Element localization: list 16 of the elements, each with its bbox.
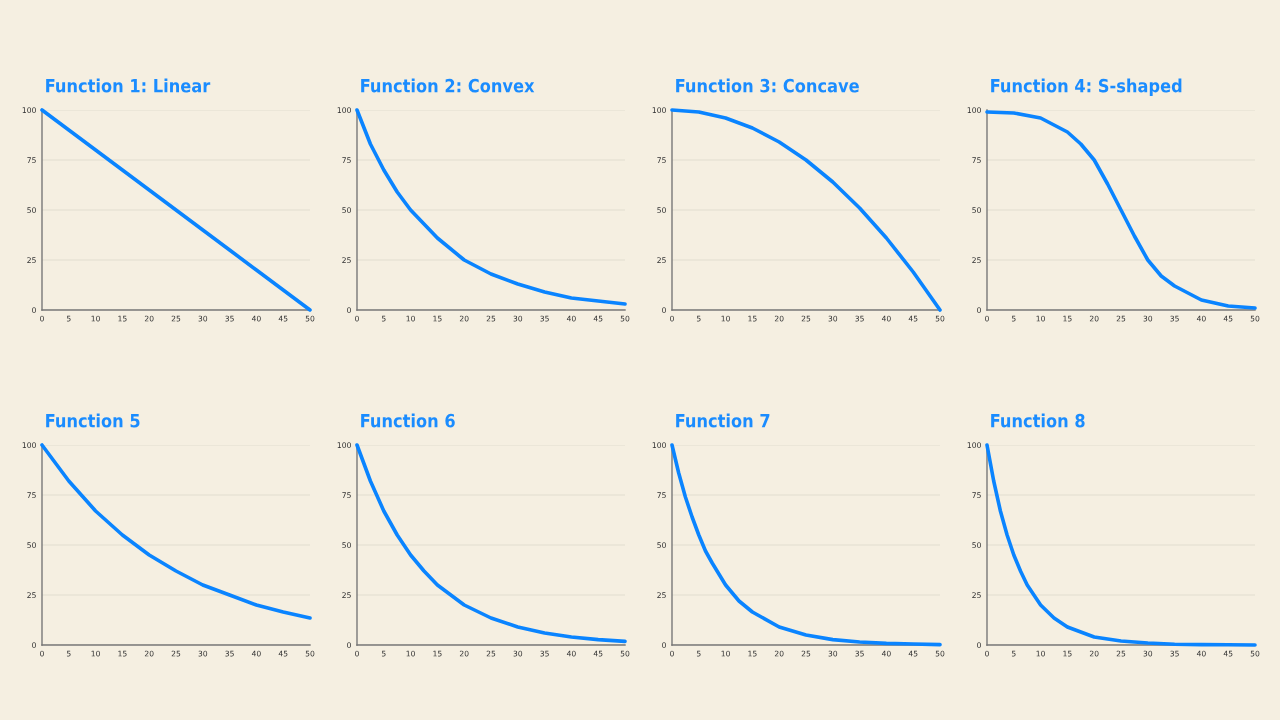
chart-title: Function 4: S-shaped — [991, 78, 1182, 96]
chart-title: Function 6 — [361, 413, 455, 428]
line-series — [985, 443, 1257, 647]
line-series — [40, 108, 312, 312]
chart-title: Function 2: Convex — [361, 78, 535, 93]
line-series — [670, 443, 942, 647]
chart-title: Function 8 — [991, 413, 1085, 428]
chart-title: Function 1: Linear — [46, 78, 211, 93]
chart-title: Function 7 — [676, 413, 770, 428]
line-series — [40, 443, 312, 620]
line-series — [985, 110, 1257, 310]
line-series — [670, 108, 942, 312]
line-series — [355, 108, 627, 306]
line-series — [355, 443, 627, 644]
chart-title: Function 3: Concave — [676, 78, 859, 93]
chart-title: Function 5 — [46, 413, 140, 428]
